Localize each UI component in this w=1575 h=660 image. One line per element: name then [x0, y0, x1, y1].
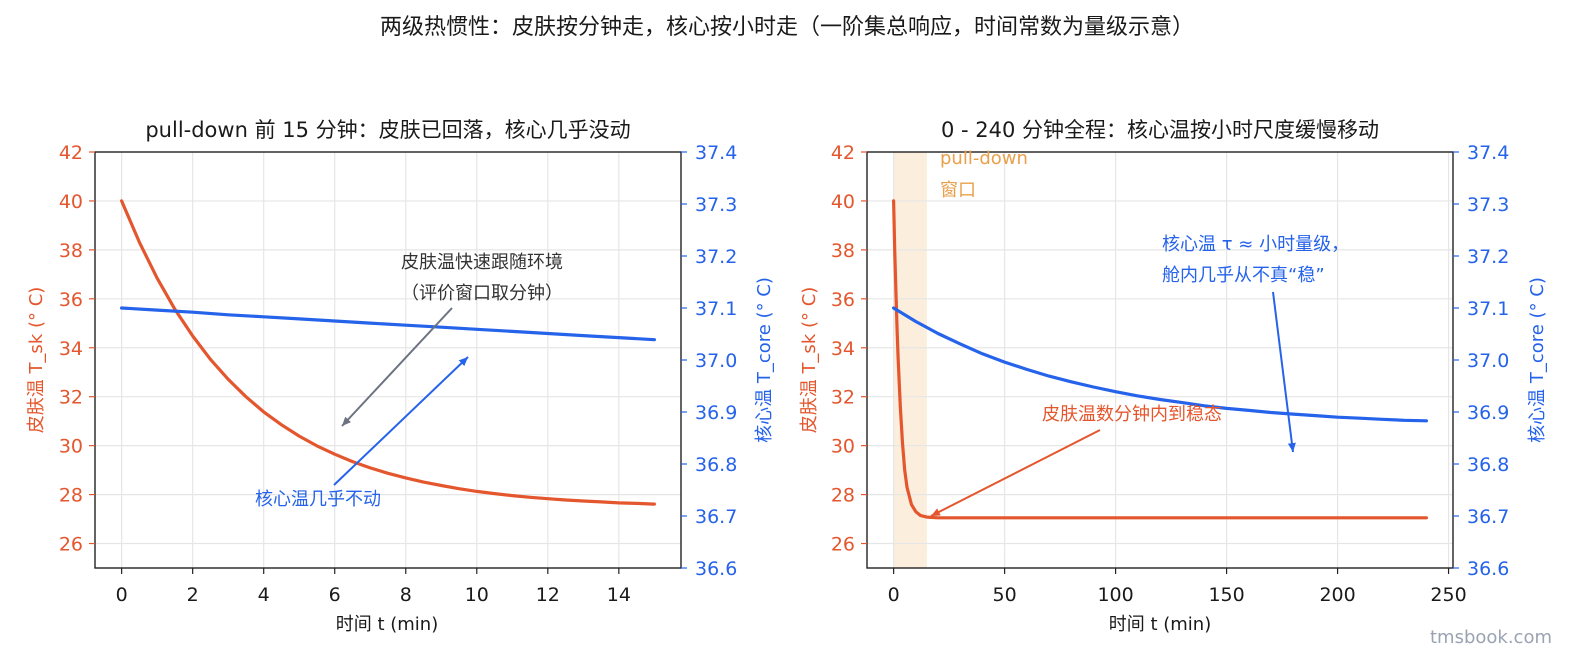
chart-title: pull-down 前 15 分钟：皮肤已回落，核心几乎没动 [145, 118, 630, 142]
y-tick-label-right: 37.4 [1467, 142, 1509, 164]
y-tick-label-right: 37.2 [695, 246, 737, 268]
annotation-text: （评价窗口取分钟） [401, 283, 563, 304]
annotation-text: 核心温 τ ≈ 小时量级， [1162, 234, 1349, 255]
y-tick-label-left: 30 [59, 436, 83, 458]
annotation-skin-steady: 皮肤温数分钟内到稳态 [930, 404, 1222, 517]
y-axis-label-left: 皮肤温 T_sk (° C) [26, 287, 47, 434]
x-tick-label: 100 [1097, 584, 1133, 606]
y-tick-label-left: 26 [59, 534, 83, 556]
y-tick-label-left: 28 [59, 485, 83, 507]
y-tick-label-right: 36.9 [695, 402, 737, 424]
plot-area: 0 50 100 150 200 250 26 28 30 32 34 36 38 40 42 36.6 36.… [831, 142, 1510, 606]
y-tick-label-left: 30 [831, 436, 855, 458]
y-tick-label-right: 36.7 [695, 506, 737, 528]
plot-frame [94, 151, 682, 569]
x-axis-label: 时间 t (min) [336, 614, 439, 635]
y-tick-label-right: 36.8 [1467, 454, 1509, 476]
annotation-arrow [1272, 291, 1296, 453]
x-tick-label: 6 [329, 584, 341, 606]
x-tick-label: 200 [1319, 584, 1355, 606]
y-tick-label-left: 32 [831, 387, 855, 409]
x-tick-label: 4 [258, 584, 270, 606]
y-axis-label-right: 核心温 T_core (° C) [1527, 277, 1548, 443]
annotation-text: 皮肤温快速跟随环境 [401, 252, 563, 273]
x-tick-label: 0 [888, 584, 900, 606]
y-tick-label-left: 40 [831, 191, 855, 213]
annotation-text: 皮肤温数分钟内到稳态 [1042, 404, 1222, 425]
x-axis-label: 时间 t (min) [1109, 614, 1212, 635]
y-tick-label-right: 36.9 [1467, 402, 1509, 424]
annotation-skin-follows: 皮肤温快速跟随环境 （评价窗口取分钟） [341, 252, 563, 427]
y-tick-label-right: 37.1 [1467, 298, 1509, 320]
y-tick-label-left: 32 [59, 387, 83, 409]
x-tick-label: 8 [400, 584, 412, 606]
x-tick-label: 14 [607, 584, 631, 606]
y-tick-label-right: 36.8 [695, 454, 737, 476]
y-tick-label-right: 37.1 [695, 298, 737, 320]
skin-temp-line [119, 199, 657, 506]
x-tick-label: 2 [187, 584, 199, 606]
y-tick-label-right: 37.4 [695, 142, 737, 164]
y-tick-label-left: 36 [59, 289, 83, 311]
y-tick-label-left: 42 [831, 142, 855, 164]
y-tick-label-right: 36.6 [695, 558, 737, 580]
annotation-arrow [341, 307, 453, 427]
y-tick-label-left: 26 [831, 534, 855, 556]
x-tick-label: 250 [1430, 584, 1466, 606]
window-label: pull-down [940, 148, 1028, 169]
skin-temp-line [891, 199, 1429, 520]
x-tick-label: 0 [116, 584, 128, 606]
x-tick-label: 12 [536, 584, 560, 606]
core-temp-line [891, 306, 1429, 423]
plot-area: 0 2 4 6 8 10 12 14 26 28 30 32 34 36 38 40 42 36.6 36.7 36.… [59, 142, 738, 606]
y-axis-label-left: 皮肤温 T_sk (° C) [799, 287, 820, 434]
y-tick-label-left: 40 [59, 191, 83, 213]
y-tick-label-right: 37.3 [1467, 194, 1509, 216]
annotation-text: 舱内几乎从不真“稳” [1162, 265, 1325, 286]
core-temp-line [119, 306, 657, 342]
y-tick-label-left: 38 [831, 240, 855, 262]
y-tick-label-right: 37.2 [1467, 246, 1509, 268]
x-tick-label: 150 [1208, 584, 1244, 606]
annotation-arrow [930, 429, 1101, 517]
y-tick-label-left: 42 [59, 142, 83, 164]
annotation-arrow [333, 356, 469, 486]
y-tick-label-left: 36 [831, 289, 855, 311]
figure-suptitle: 两级热惯性：皮肤按分钟走，核心按小时走（一阶集总响应，时间常数为量级示意） [380, 15, 1194, 40]
window-label: 窗口 [940, 180, 976, 201]
y-tick-label-left: 38 [59, 240, 83, 262]
y-axis-label-right: 核心温 T_core (° C) [754, 277, 775, 443]
y-tick-label-left: 28 [831, 485, 855, 507]
y-tick-label-right: 36.6 [1467, 558, 1509, 580]
x-tick-label: 50 [993, 584, 1017, 606]
chart-panel-full: 0 - 240 分钟全程：核心温按小时尺度缓慢移动 0 50 100 150 200 25… [799, 118, 1548, 635]
annotation-text: 核心温几乎不动 [255, 489, 381, 510]
plot-frame [866, 151, 1454, 569]
chart-title: 0 - 240 分钟全程：核心温按小时尺度缓慢移动 [941, 118, 1379, 142]
annotation-core-hours: 核心温 τ ≈ 小时量级， 舱内几乎从不真“稳” [1162, 234, 1349, 453]
annotation-core-still: 核心温几乎不动 [255, 356, 469, 510]
y-tick-label-right: 36.7 [1467, 506, 1509, 528]
watermark: tmsbook.com [1430, 627, 1552, 648]
y-tick-label-right: 37.0 [695, 350, 737, 372]
y-tick-label-left: 34 [59, 338, 83, 360]
x-tick-label: 10 [465, 584, 489, 606]
y-tick-label-right: 37.0 [1467, 350, 1509, 372]
chart-panel-pulldown: pull-down 前 15 分钟：皮肤已回落，核心几乎没动 0 2 4 6 8 10 12… [26, 118, 775, 635]
y-tick-label-right: 37.3 [695, 194, 737, 216]
y-tick-label-left: 34 [831, 338, 855, 360]
